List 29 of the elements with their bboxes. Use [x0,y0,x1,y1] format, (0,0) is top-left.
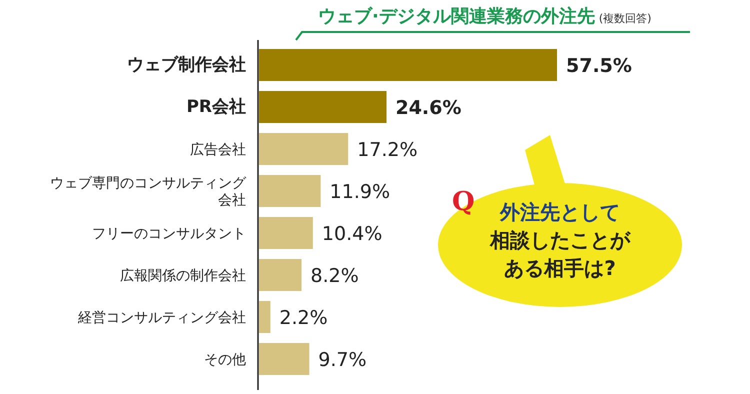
bar [259,301,270,333]
y-tick-label: 経営コンサルティング会社 [77,310,246,326]
bar [259,343,310,375]
data-label: 8.2% [310,265,359,287]
y-tick-label: ウェブ制作会社 [127,55,246,75]
text: (複数回答) [598,12,652,25]
bar [259,175,321,207]
bar [259,217,313,249]
data-label: 11.9% [330,181,390,203]
y-tick-label: フリーのコンサルタント [92,226,246,242]
y-tick-label: その他 [204,352,246,368]
bar [259,133,348,165]
annotation: 相談したことが [489,228,631,252]
y-tick-label: 広告会社 [190,142,246,158]
chart-title: ウェブ·デジタル関連業務の外注先 [318,6,595,27]
y-tick-label: ウェブ専門のコンサルティング会社 [50,176,247,208]
data-label: 2.2% [279,307,328,329]
data-label: 24.6% [395,97,462,119]
annotation: 外注先として [499,200,620,224]
data-label: 57.5% [566,55,632,77]
data-label: 10.4% [322,223,382,245]
data-label: 17.2% [357,139,418,161]
data-label: 9.7% [318,349,367,371]
annotation: ある相手は? [504,256,616,280]
bar [259,91,386,123]
y-tick-label: 広報関係の制作会社 [120,268,246,284]
y-tick-label: PR会社 [186,97,246,117]
bar [259,49,557,81]
bar [259,259,302,291]
